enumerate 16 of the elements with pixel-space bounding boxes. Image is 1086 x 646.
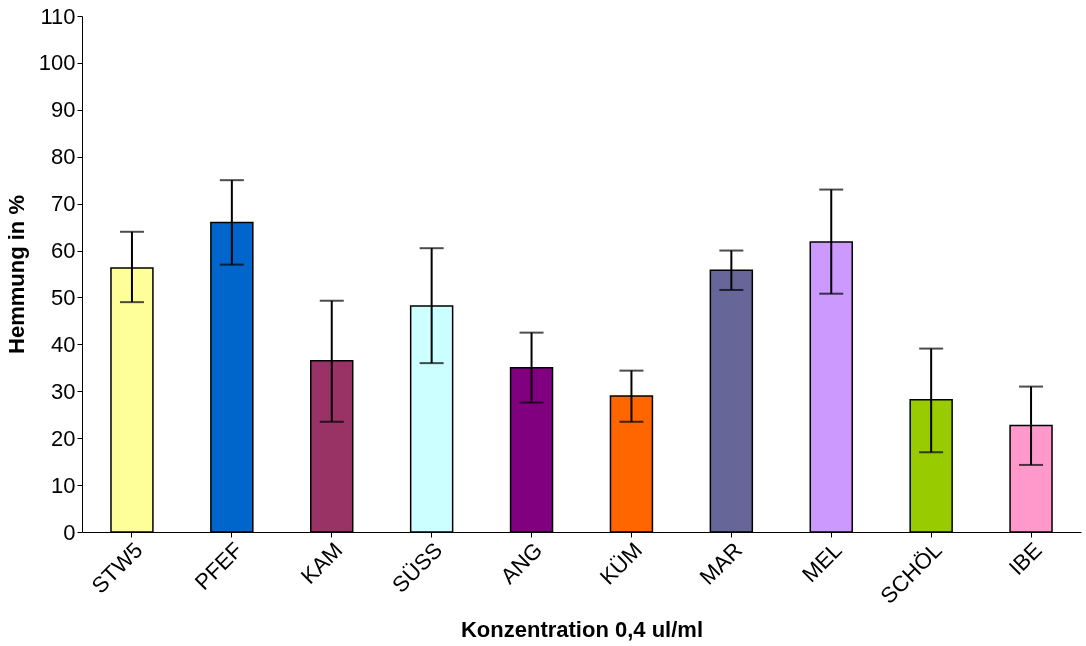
x-tick-label: IBE — [1003, 537, 1047, 581]
y-tick-label: 60 — [51, 238, 76, 264]
y-tick-label: 100 — [38, 50, 76, 76]
y-tick-label: 50 — [51, 284, 76, 310]
y-axis-title: Hemmung in % — [3, 195, 29, 354]
y-tick-label: 10 — [51, 472, 76, 498]
x-axis-title: Konzentration 0,4 ul/ml — [460, 616, 704, 642]
y-tick-label: 40 — [51, 331, 76, 357]
y-tick-label: 80 — [51, 144, 76, 170]
y-tick-label: 110 — [40, 3, 76, 29]
y-tick-label: 30 — [51, 378, 76, 404]
y-tick-label: 20 — [51, 425, 76, 451]
y-tick-label: 0 — [63, 519, 76, 545]
y-tick-label: 70 — [51, 191, 76, 217]
y-tick-label: 90 — [51, 97, 76, 123]
x-tick-label: MEL — [797, 537, 847, 588]
